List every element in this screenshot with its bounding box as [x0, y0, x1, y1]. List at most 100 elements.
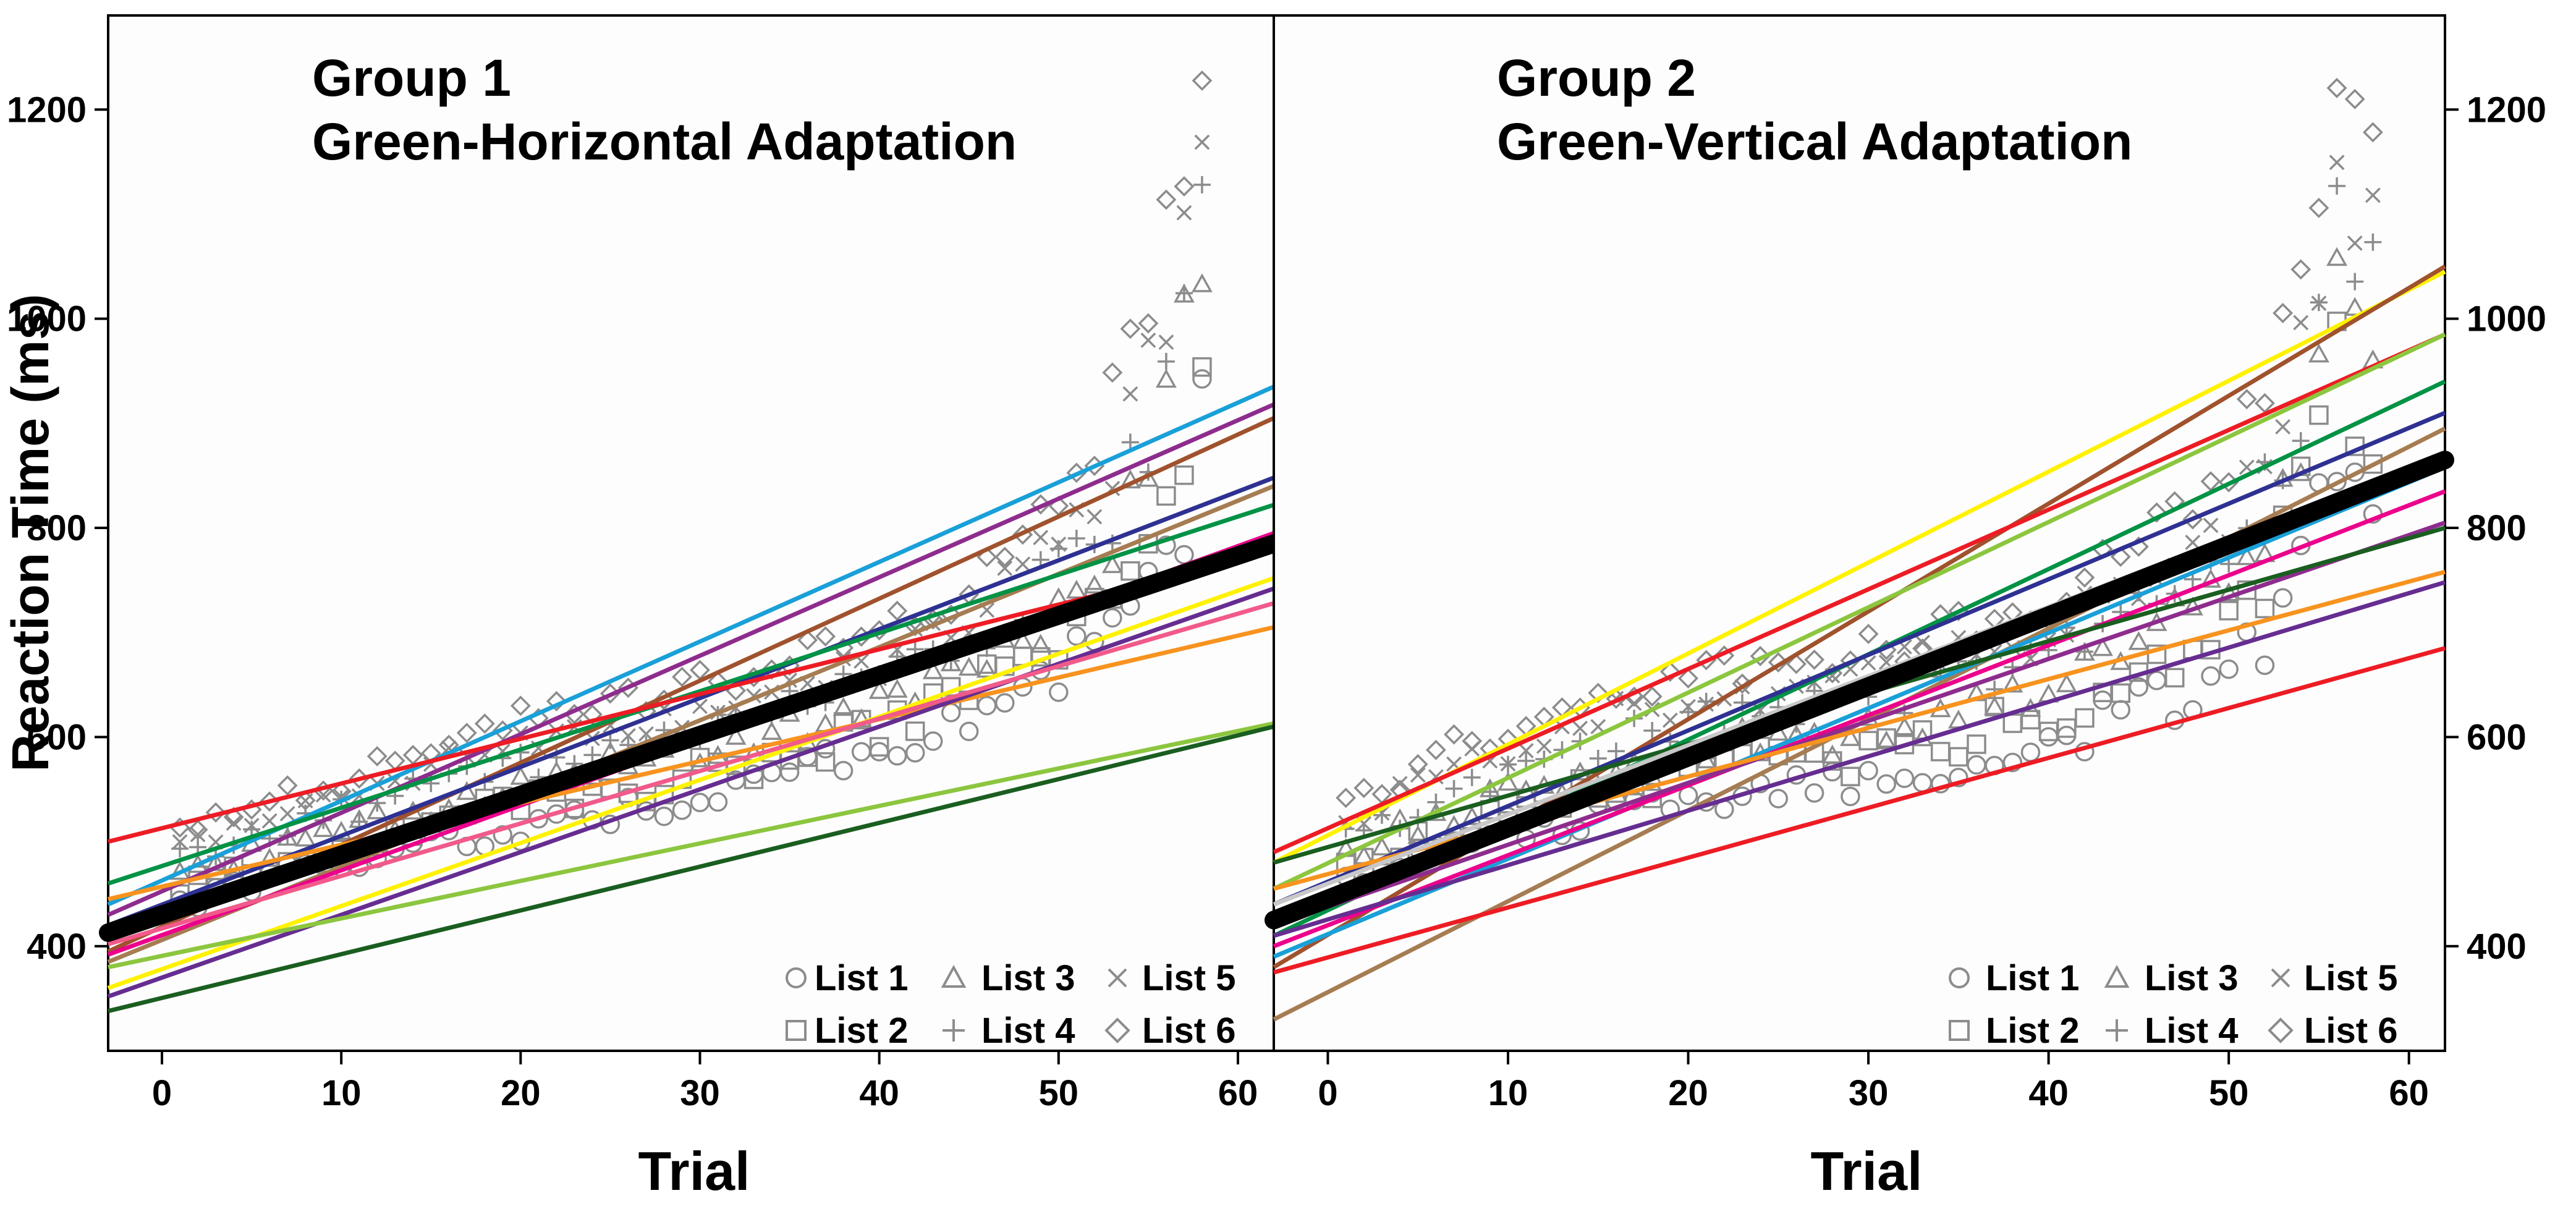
data-point-square: [815, 752, 836, 772]
data-point-diamond: [1407, 753, 1428, 775]
fit-line-12: [108, 601, 1274, 946]
data-point-diamond: [1588, 682, 1609, 703]
data-point-diamond: [205, 802, 226, 823]
data-point-square: [2020, 710, 2041, 730]
data-point-diamond: [1858, 624, 1879, 645]
data-point-circle: [654, 806, 674, 826]
data-point-triangle: [1012, 630, 1033, 649]
data-point-triangle: [2128, 631, 2150, 650]
data-point-plus: [583, 746, 601, 764]
data-point-diamond: [672, 666, 692, 687]
data-point-circle: [905, 743, 925, 763]
data-point-cross: [1140, 333, 1156, 348]
data-point-cross: [244, 817, 260, 833]
legend-label: List 6: [2304, 1011, 2398, 1051]
data-point-plus: [1643, 722, 1661, 740]
data-point-circle: [708, 792, 728, 812]
data-point-square: [2309, 405, 2329, 425]
data-point-square: [1967, 734, 1986, 754]
legend-item-list-1: List 1: [1949, 958, 2080, 998]
data-point-plus: [1193, 176, 1211, 193]
panel-title: Group 1: [312, 49, 511, 107]
legend-square-marker: [1949, 1020, 1970, 1041]
legend: List 1 List 2 List 3 List 4 List 5: [786, 958, 1236, 1051]
y-tick-label: 1000: [2467, 299, 2546, 339]
legend-circle-marker: [786, 967, 807, 988]
data-point-triangle: [1155, 368, 1177, 388]
data-point-diamond: [1030, 494, 1051, 515]
x-tick-label: 60: [2389, 1073, 2429, 1113]
data-point-diamond: [1750, 645, 1771, 666]
fit-line-9: [108, 625, 1274, 902]
data-point-cross: [2365, 187, 2381, 203]
fit-line-13: [108, 721, 1274, 970]
data-point-cross: [1176, 205, 1192, 221]
data-point-triangle: [295, 827, 316, 847]
data-point-circle: [1876, 774, 1896, 794]
data-point-square: [905, 721, 925, 741]
fit-line-4: [107, 475, 1275, 928]
legend-diamond-marker: [2268, 1017, 2294, 1043]
fit-line-2: [107, 402, 1275, 917]
data-point-diamond: [1444, 724, 1465, 745]
data-point-circle: [1103, 608, 1122, 628]
data-point-diamond: [2074, 567, 2095, 588]
x-tick-label: 50: [2209, 1073, 2249, 1113]
data-point-circle: [2201, 666, 2221, 686]
data-point-triangle: [2326, 247, 2348, 266]
data-point-diamond: [1156, 189, 1177, 210]
data-point-square: [2111, 683, 2130, 703]
data-point-triangle: [1030, 634, 1051, 653]
data-point-diamond: [510, 695, 531, 716]
data-point-diamond: [2326, 77, 2347, 98]
data-point-diamond: [887, 600, 908, 621]
data-point-triangle: [833, 697, 854, 716]
data-point-plus: [1121, 433, 1139, 451]
data-point-triangle: [1191, 273, 1213, 292]
data-point-circle: [995, 693, 1015, 713]
x-axis-label-left: Trial: [638, 1140, 750, 1202]
data-point-triangle: [1984, 696, 2006, 715]
data-point-diamond: [2236, 389, 2257, 410]
data-point-cross: [1033, 530, 1049, 546]
data-point-triangle: [958, 656, 980, 676]
data-point-diamond: [1840, 650, 1861, 671]
y-tick-label: 1200: [7, 90, 87, 130]
data-point-diamond: [1642, 686, 1663, 707]
data-point-triangle: [2092, 637, 2114, 656]
legend-item-list-6: List 6: [1104, 1011, 1236, 1051]
plot-frame: [107, 14, 1275, 1052]
data-point-triangle: [1569, 761, 1591, 781]
data-point-triangle: [366, 800, 388, 820]
data-point-circle: [493, 825, 513, 845]
data-point-cross: [2185, 535, 2201, 550]
legend-label: List 2: [815, 1011, 909, 1051]
data-point-circle: [1949, 768, 1968, 787]
data-point-triangle: [313, 818, 334, 838]
data-point-cross: [621, 728, 636, 744]
data-point-triangle: [976, 658, 998, 678]
y-tick-label: 800: [27, 508, 87, 548]
data-point-diamond: [1732, 673, 1753, 694]
data-point-triangle: [1876, 730, 1897, 750]
data-point-square: [2363, 454, 2383, 474]
data-point-circle: [2255, 655, 2275, 675]
x-tick-label: 60: [1218, 1073, 1258, 1113]
data-point-cross: [261, 813, 278, 829]
data-point-cross: [2293, 315, 2309, 331]
x-tick-label: 50: [1039, 1073, 1079, 1113]
data-point-square: [2057, 718, 2077, 738]
data-point-circle: [672, 800, 692, 820]
data-point-cross: [1626, 695, 1642, 711]
data-point-cross: [1122, 386, 1138, 402]
data-point-diamond: [582, 704, 603, 725]
fit-line-14: [108, 724, 1274, 1014]
data-point-diamond: [2110, 546, 2131, 567]
data-point-square: [1949, 747, 1968, 767]
data-point-triangle: [1821, 744, 1843, 764]
legend-label: List 1: [1986, 958, 2080, 998]
y-tick-label: 400: [2467, 927, 2527, 967]
data-point-circle: [887, 745, 907, 766]
fit-line-6: [1273, 410, 2446, 907]
legend-label: List 3: [981, 958, 1075, 998]
